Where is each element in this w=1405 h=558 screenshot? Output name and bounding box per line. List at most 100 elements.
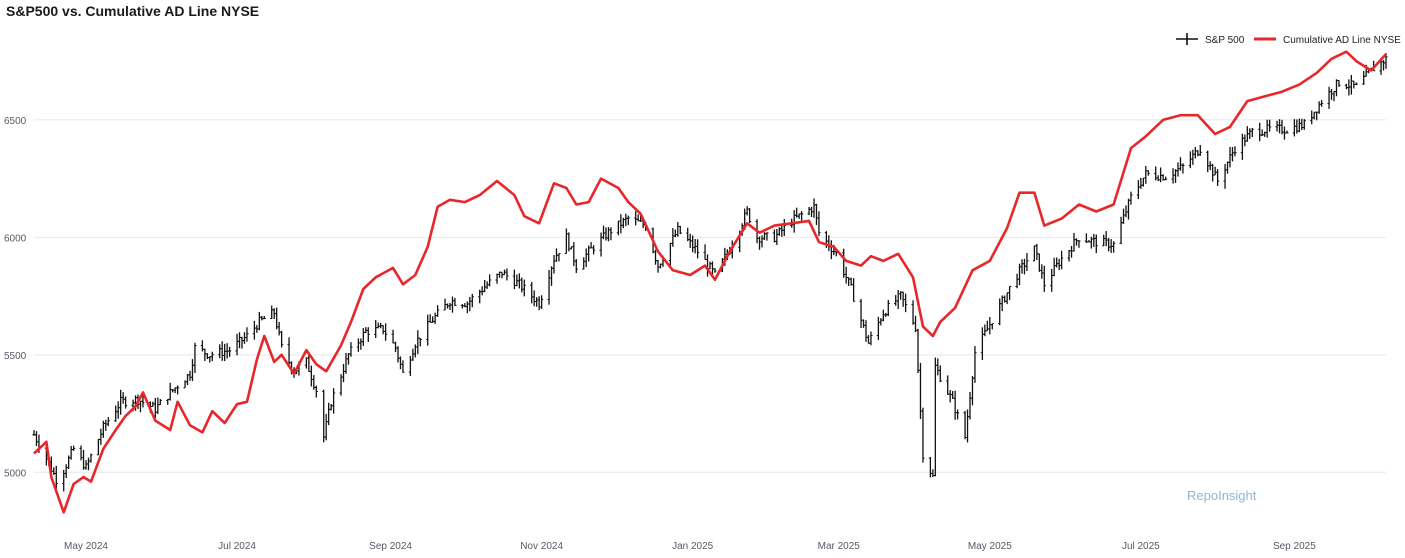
ohlc-bar (998, 298, 1002, 326)
ohlc-bar (844, 266, 848, 284)
ohlc-bar (916, 328, 920, 374)
ohlc-bar (762, 232, 767, 240)
ohlc-bar (391, 329, 395, 344)
legend-item-ad-line[interactable]: Cumulative AD Line NYSE (1254, 35, 1401, 46)
ohlc-bar (520, 277, 524, 293)
ohlc-bar (401, 360, 405, 373)
ohlc-bar (904, 293, 908, 313)
ohlc-bar (928, 456, 932, 478)
ohlc-bar (1020, 259, 1024, 274)
ohlc-bar (453, 297, 457, 306)
ohlc-bar (86, 457, 91, 471)
sp500-series (32, 53, 1388, 492)
ohlc-bar (1141, 177, 1145, 187)
ohlc-bar (512, 269, 516, 290)
ohlc-bar (619, 214, 623, 234)
watermark-text: RepoInsight (1187, 488, 1257, 503)
ohlc-bar (861, 319, 866, 328)
ohlc-bar (1233, 146, 1237, 157)
ohlc-bar (1349, 74, 1353, 95)
ohlc-bar (678, 225, 682, 235)
ohlc-bar (522, 279, 526, 297)
ohlc-bar (106, 417, 110, 427)
ohlc-bar (938, 365, 942, 383)
ohlc-bar (309, 365, 313, 387)
ohlc-bar (275, 307, 279, 330)
ohlc-bar (1042, 265, 1046, 292)
ohlc-bar (1139, 177, 1143, 189)
ohlc-bar (745, 206, 749, 216)
x-tick-label: Jul 2024 (218, 541, 256, 552)
ohlc-bar (1037, 253, 1041, 272)
ohlc-bar (1300, 118, 1304, 131)
ohlc-bar (1230, 147, 1235, 162)
ohlc-bar (1334, 79, 1339, 97)
ohlc-bar (1050, 268, 1054, 292)
x-tick-label: Mar 2025 (818, 541, 861, 552)
ohlc-bar (956, 409, 960, 420)
ohlc-bar (814, 203, 819, 225)
ohlc-bar (448, 302, 452, 310)
ohlc-bar (807, 206, 811, 216)
ohlc-bar (433, 312, 437, 324)
ohlc-bar (748, 208, 752, 223)
legend[interactable]: S&P 500 Cumulative AD Line NYSE (1176, 33, 1401, 46)
ohlc-bar (324, 413, 328, 441)
ohlc-bar (894, 295, 898, 306)
ohlc-bar (384, 323, 388, 341)
ohlc-bar (691, 235, 695, 253)
ohlc-bar (1258, 122, 1262, 142)
ohlc-bar (1320, 100, 1324, 107)
legend-item-sp500[interactable]: S&P 500 (1176, 33, 1245, 46)
ohlc-bar (356, 338, 360, 352)
ohlc-bar (634, 211, 638, 226)
ohlc-bar (34, 431, 39, 446)
ohlc-bar (1025, 253, 1029, 271)
ohlc-bar (656, 259, 660, 273)
ohlc-bar (1112, 241, 1116, 253)
x-tick-label: Sep 2025 (1273, 541, 1316, 552)
ohlc-bar (1069, 245, 1074, 258)
ohlc-bar (1178, 157, 1183, 171)
ohlc-bar (1285, 130, 1289, 134)
ohlc-bar (500, 271, 504, 279)
ohlc-bar (158, 399, 162, 406)
ohlc-bar (260, 315, 264, 321)
ohlc-bar (708, 261, 712, 270)
ohlc-bar (344, 353, 348, 374)
ohlc-bar (584, 248, 588, 268)
ohlc-bar (141, 394, 145, 408)
ohlc-bar (1198, 145, 1202, 156)
ohlc-bar (1243, 134, 1247, 147)
ohlc-bar (1092, 233, 1096, 247)
ohlc-bar (1104, 231, 1108, 247)
y-tick-label: 5500 (4, 351, 27, 362)
ohlc-bar (616, 220, 620, 236)
ohlc-bar (218, 344, 222, 359)
ohlc-bar (653, 249, 658, 265)
ohlc-bar (572, 242, 576, 267)
ohlc-bar (210, 351, 214, 362)
ohlc-bar (668, 242, 672, 266)
ohlc-bar (1129, 191, 1133, 205)
gridlines (34, 119, 1386, 473)
ohlc-bar (757, 236, 762, 250)
ohlc-bar (1250, 127, 1254, 138)
ohlc-bar (574, 258, 578, 274)
ohlc-bar (1107, 238, 1111, 252)
ohlc-bar (235, 333, 239, 356)
ohlc-bar (953, 390, 957, 420)
ohlc-bar (341, 363, 346, 383)
ohlc-bar (1159, 167, 1163, 183)
ohlc-bar (114, 405, 118, 422)
ohlc-bar (119, 389, 123, 415)
ohlc-bar (314, 385, 318, 398)
ohlc-bar (270, 305, 274, 320)
ohlc-bar (951, 391, 955, 399)
ohlc-bar (176, 385, 180, 395)
ohlc-bar (188, 370, 192, 381)
ohlc-bar (1008, 285, 1012, 301)
ohlc-bar (1240, 133, 1244, 160)
ohlc-bar (99, 428, 103, 445)
